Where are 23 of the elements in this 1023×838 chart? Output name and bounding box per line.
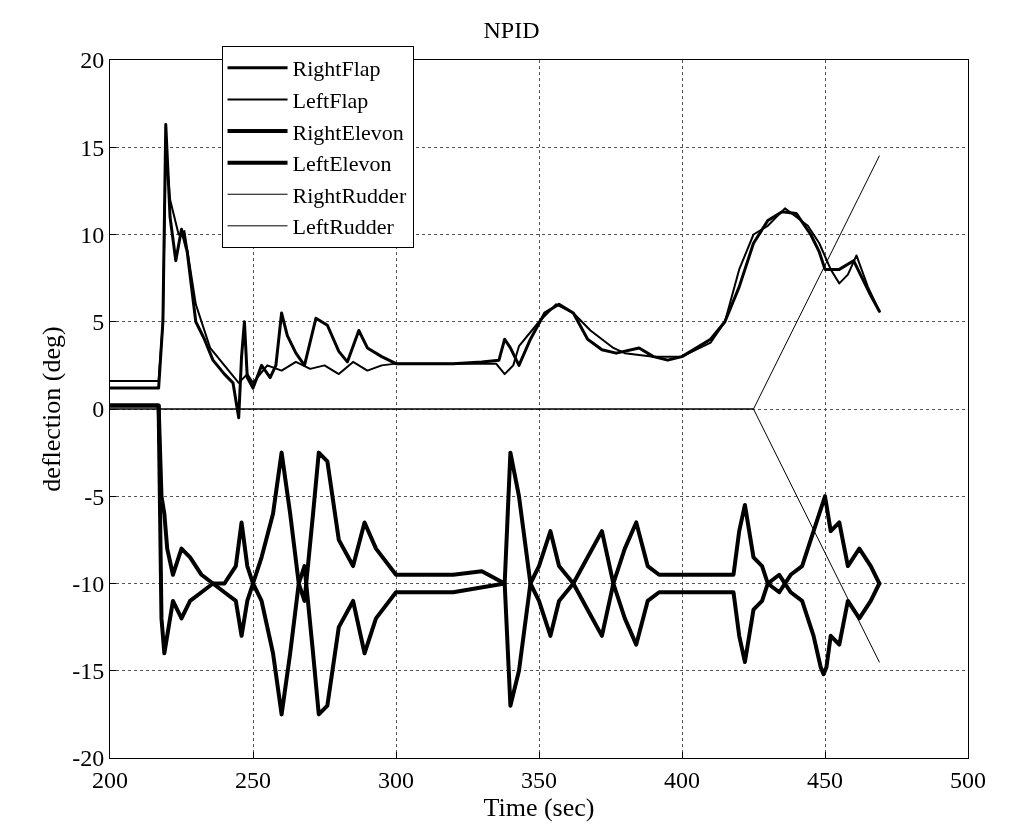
y-tick-label: 15 [80,134,105,161]
x-tick-label: 250 [235,766,271,793]
x-axis-title: Time (sec) [483,792,595,822]
x-tick-label: 450 [807,766,843,793]
y-tick-label: 10 [80,221,105,248]
legend-label: RightRudder [292,182,407,208]
legend-label: LeftRudder [292,214,395,240]
legend-label: LeftFlap [292,88,369,114]
legend-label: RightElevon [292,119,404,145]
chart-title: NPID [483,16,540,43]
legend-label: LeftElevon [292,151,392,177]
x-tick-label: 400 [664,766,700,793]
y-tick-label: 20 [80,47,105,74]
y-tick-label: -10 [72,570,105,597]
y-tick-label: 0 [92,396,105,423]
y-tick-label: -15 [72,658,105,685]
x-tick-label: 300 [378,766,414,793]
x-tick-label: 350 [521,766,557,793]
x-tick-label: 500 [950,766,986,793]
y-axis-title: deflection (deg) [36,326,66,492]
legend-label: RightFlap [292,56,381,82]
y-tick-label: 5 [92,309,105,336]
y-tick-label: -5 [84,483,105,510]
